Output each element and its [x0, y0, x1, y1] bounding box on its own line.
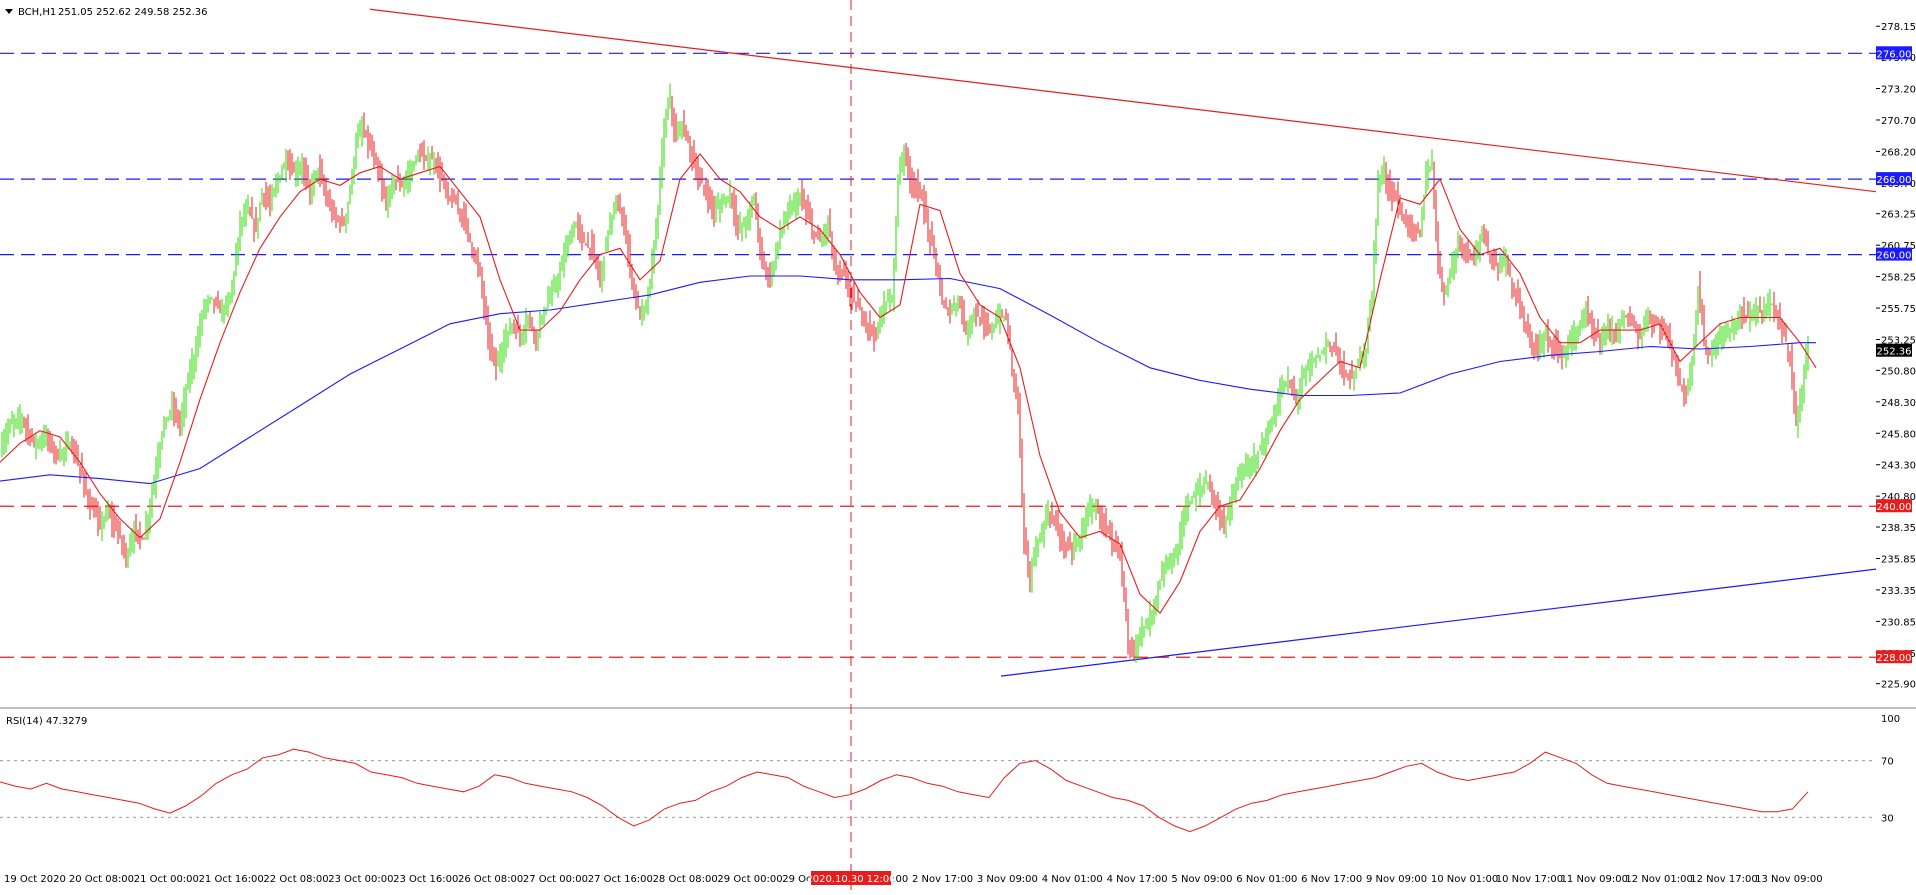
dropdown-triangle-icon[interactable] — [5, 9, 13, 14]
level-price-tag-label: 266.00 — [1877, 175, 1912, 186]
price-tick-label: 233.35 — [1881, 586, 1916, 597]
price-tick-label: 245.80 — [1881, 429, 1916, 440]
time-axis-label: 29 Oct 00:00 — [717, 874, 782, 885]
price-tick-label: 278.15 — [1881, 22, 1916, 33]
time-axis: 19 Oct 2020 20 Oct 08:00 21 Oct 00:00 21 Oc… — [4, 874, 1823, 885]
chart-header: BCH,H1 251.05 252.62 249.58 252.36 — [5, 7, 208, 18]
ohlc-values: 251.05 252.62 249.58 252.36 — [58, 7, 208, 18]
price-tick-label: 260.75 — [1881, 241, 1916, 252]
moving-averages-layer — [0, 153, 1817, 615]
rsi-level-label: 70 — [1881, 757, 1894, 768]
price-tick-label: 255.75 — [1881, 304, 1916, 315]
price-tick-label: 268.20 — [1881, 147, 1916, 158]
level-price-tag — [1876, 650, 1912, 664]
time-axis-label: 22 Oct 08:00 — [263, 874, 328, 885]
trendline-resistance[interactable] — [369, 8, 1877, 193]
time-axis-label: 2 Nov 17:00 — [912, 874, 973, 885]
price-tick-label: 250.80 — [1881, 366, 1916, 377]
price-tick-label: 253.25 — [1881, 336, 1916, 347]
time-axis-label: 27 Oct 00:00 — [523, 874, 588, 885]
time-axis-label: 9 Nov 09:00 — [1366, 874, 1427, 885]
time-axis-label: 28 Oct 08:00 — [653, 874, 718, 885]
price-axis: 278.15275.70273.20270.70268.20265.70263.… — [0, 22, 1916, 709]
time-axis-label: 23 Oct 00:00 — [328, 874, 393, 885]
trendline-support[interactable] — [1000, 568, 1877, 677]
level-price-tag-label: 240.00 — [1877, 502, 1912, 513]
rsi-level-label: 100 — [1881, 714, 1900, 725]
rsi-level-label: 30 — [1881, 813, 1894, 824]
level-price-tag — [1876, 172, 1912, 186]
time-axis-label: 3 Nov 09:00 — [977, 874, 1038, 885]
crosshair-time-label: 2020.10.30 12:00 — [806, 874, 895, 885]
time-axis-label: 5 Nov 09:00 — [1171, 874, 1232, 885]
time-axis-label: 29 Oct 16 — [782, 874, 831, 885]
time-axis-label: 4 Nov 01:00 — [1042, 874, 1103, 885]
price-tick-label: 238.35 — [1881, 523, 1916, 534]
price-tick-label: 248.30 — [1881, 398, 1916, 409]
current-price-tag — [1876, 343, 1912, 357]
time-axis-label: 21 Oct 00:00 — [134, 874, 199, 885]
level-price-tag — [1876, 46, 1912, 60]
time-axis-label: 27 Oct 16:00 — [588, 874, 653, 885]
level-price-tag — [1876, 499, 1912, 513]
time-axis-label: 12 Nov 01:00 — [1625, 874, 1692, 885]
price-tick-label: 243.30 — [1881, 461, 1916, 472]
price-tick-label: 240.80 — [1881, 492, 1916, 503]
price-tick-label: 273.20 — [1881, 85, 1916, 96]
symbol-label: BCH,H1 — [18, 7, 56, 18]
current-price-tag-label: 252.36 — [1877, 347, 1912, 358]
crosshair-time-label-bg — [811, 871, 891, 885]
time-axis-label: 20 Oct 08:00 — [69, 874, 134, 885]
time-axis-label: 19 Oct 2020 — [4, 874, 66, 885]
level-price-tag-label: 276.00 — [1877, 49, 1912, 60]
time-axis-label: 13 Nov 09:00 — [1755, 874, 1822, 885]
time-axis-label: 6 Nov 17:00 — [1301, 874, 1362, 885]
horizontal-levels-layer — [0, 52, 1876, 658]
time-axis-label: 26 Oct 08:00 — [458, 874, 523, 885]
rsi-label: RSI(14) 47.3279 — [6, 716, 87, 727]
rsi-line — [0, 748, 1809, 833]
time-axis-label: 4 Nov 17:00 — [1107, 874, 1168, 885]
time-axis-label: 10 Nov 01:00 — [1431, 874, 1498, 885]
time-axis-label: 11 Nov 09:00 — [1561, 874, 1628, 885]
time-axis-label: 12 Nov 17:00 — [1690, 874, 1757, 885]
level-price-tag-label: 228.00 — [1877, 653, 1912, 664]
fast-moving-average-line — [0, 153, 1817, 615]
price-tick-label: 225.90 — [1881, 680, 1916, 691]
level-price-tag-label: 260.00 — [1877, 251, 1912, 262]
price-tick-label: 258.25 — [1881, 273, 1916, 284]
price-tick-label: 230.85 — [1881, 617, 1916, 628]
trendlines-layer — [369, 8, 1877, 677]
price-tick-label: 263.25 — [1881, 210, 1916, 221]
rsi-panel: 30 70 100 — [0, 714, 1900, 833]
time-axis-label: 23 Oct 16:00 — [393, 874, 458, 885]
price-tick-label: 270.70 — [1881, 116, 1916, 127]
level-price-tag — [1876, 247, 1912, 261]
price-tick-label: 235.85 — [1881, 554, 1916, 565]
slow-moving-average-line — [0, 275, 1816, 485]
time-axis-label: 21 Oct 16:00 — [199, 874, 264, 885]
time-axis-label: 6 Nov 01:00 — [1236, 874, 1297, 885]
time-axis-label: 10 Nov 17:00 — [1496, 874, 1563, 885]
